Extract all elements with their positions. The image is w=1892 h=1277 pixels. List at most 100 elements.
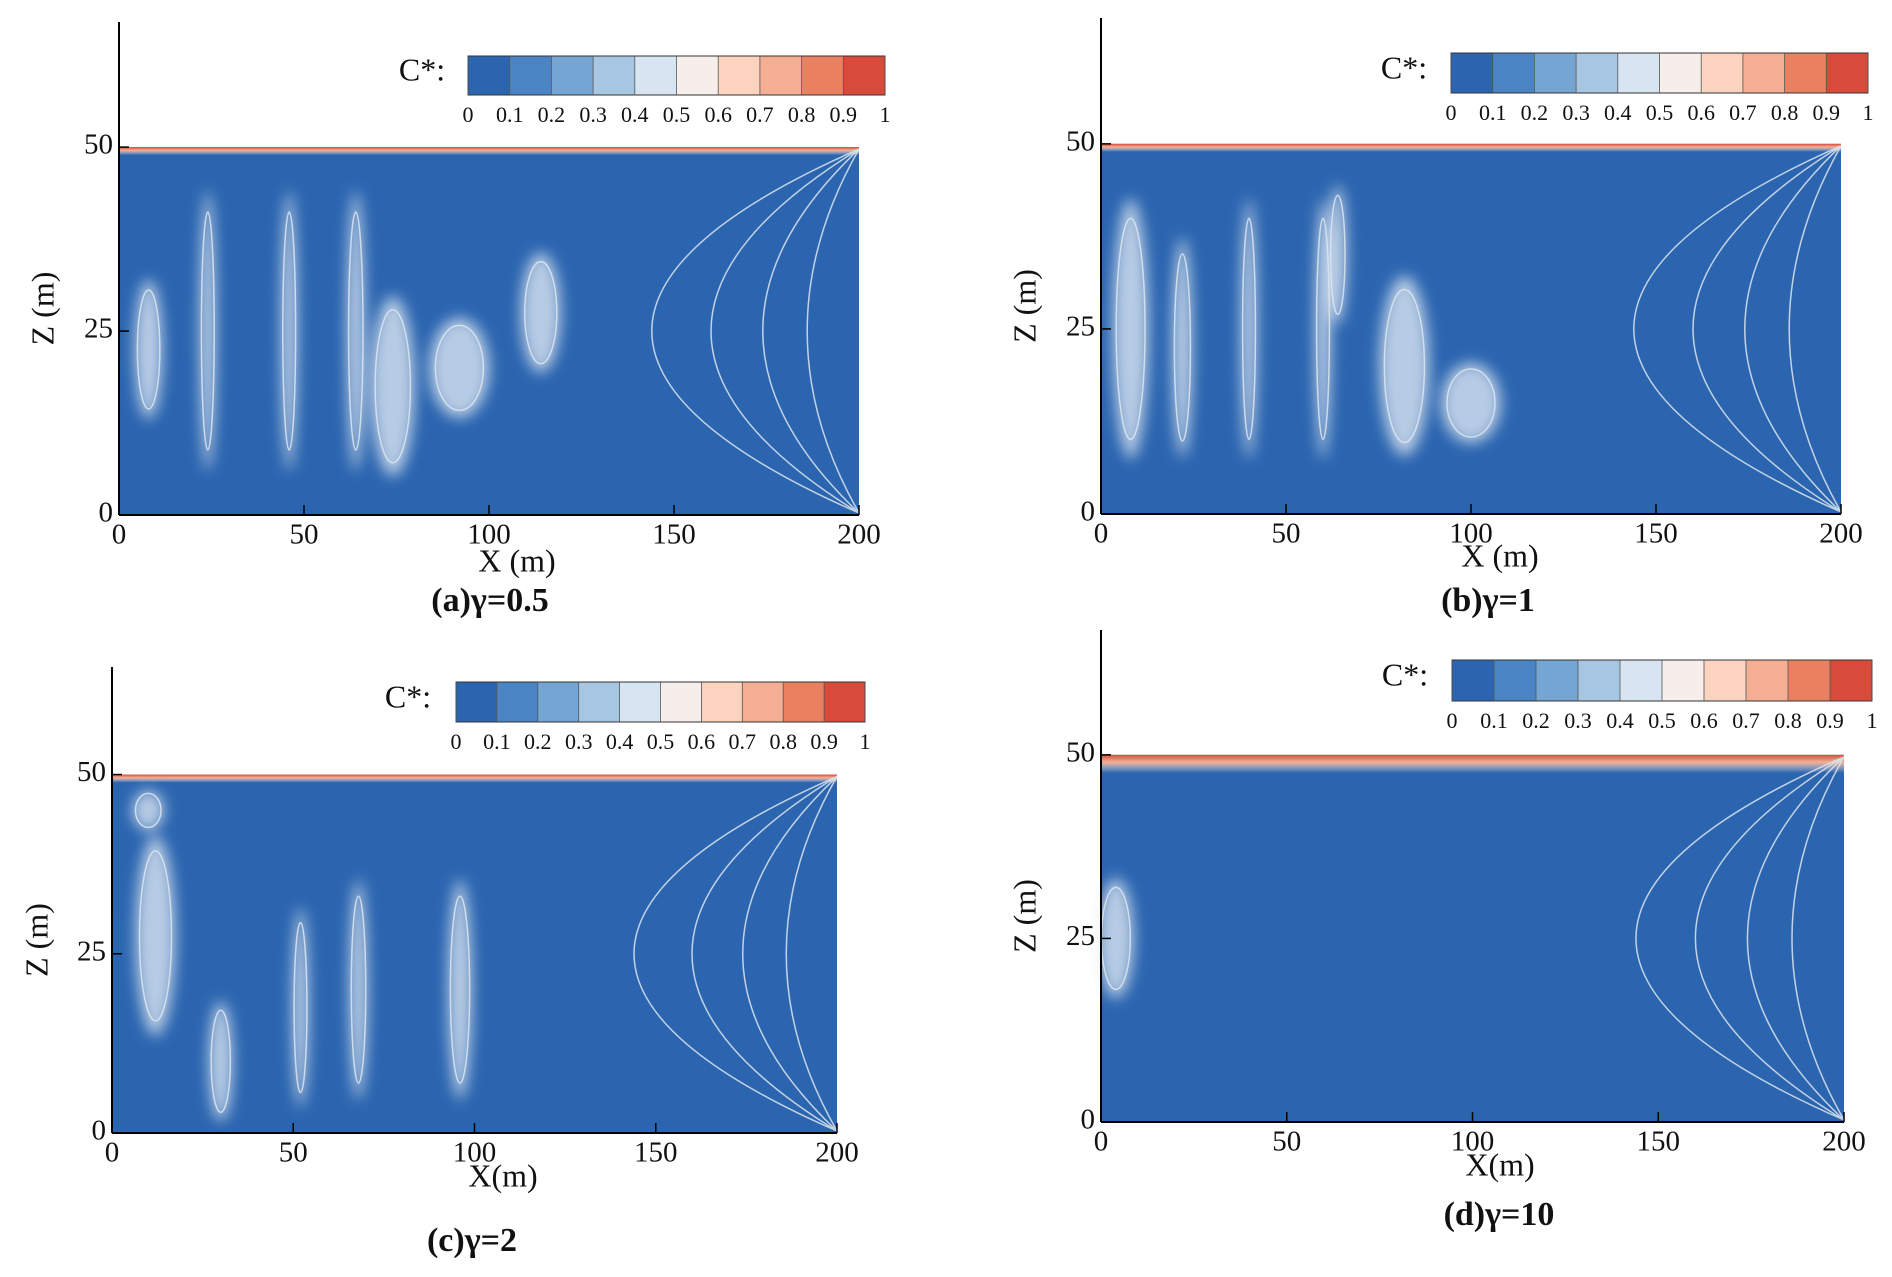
x-tick-label: 50	[290, 519, 319, 551]
streamline	[742, 775, 838, 1132]
plume	[346, 191, 365, 472]
streamlines	[136, 148, 860, 514]
y-tick-label: 25	[77, 935, 106, 967]
streamline	[1788, 145, 1842, 513]
x-tick-label: 50	[279, 1137, 308, 1169]
streamline	[1315, 217, 1331, 441]
field	[112, 774, 837, 1133]
colorbar-tick-label: 0.8	[788, 102, 816, 127]
streamline	[347, 211, 364, 451]
panel: 0 50 100 150 200 0 25 50 X(m) Z (m) (d)γ=10 0 0.1 0.2…	[1006, 630, 1878, 1233]
streamline	[374, 308, 412, 464]
colorbar-tick-label: 0.2	[1522, 708, 1550, 733]
colorbar-bin	[456, 682, 498, 722]
field-structure	[134, 191, 561, 477]
surface-layer	[119, 147, 859, 156]
colorbar-bin	[537, 682, 580, 722]
plume	[1097, 878, 1134, 999]
colorbar-bin	[634, 56, 677, 95]
colorbar-bin	[1451, 53, 1494, 93]
colorbar-tick-label: 0.2	[538, 102, 566, 127]
colorbar-tick-label: 1	[1867, 708, 1878, 733]
colorbar-tick-label: 0.3	[565, 729, 593, 754]
plume	[199, 191, 216, 472]
colorbar-bin	[551, 56, 594, 95]
y-tick-label: 0	[92, 1115, 107, 1147]
colorbar-tick-label: 0.5	[1648, 708, 1676, 733]
x-tick-label: 150	[1637, 1126, 1681, 1158]
colorbar-bin	[660, 682, 702, 722]
colorbar-tick-label: 0.5	[647, 729, 675, 754]
colorbar-tick-label: 0.4	[606, 729, 634, 754]
surface-layer	[112, 774, 837, 783]
colorbar-bin	[578, 682, 621, 722]
x-tick-label: 150	[1634, 518, 1678, 550]
streamline	[350, 895, 367, 1084]
streamline	[651, 148, 860, 514]
streamline	[1115, 217, 1146, 441]
streamline	[1173, 253, 1192, 442]
streamline	[134, 792, 162, 829]
y-tick-label: 0	[99, 497, 114, 529]
streamline	[449, 895, 471, 1084]
colorbar-tick-label: 0.9	[1813, 100, 1841, 125]
streamline	[210, 1009, 232, 1114]
colorbar-tick-label: 0	[1447, 708, 1458, 733]
caption: (a)γ=0.5	[431, 582, 548, 619]
colorbar-tick-label: 0.6	[704, 102, 732, 127]
plume	[349, 879, 368, 1100]
plume	[281, 191, 298, 472]
colorbar-bin	[1784, 53, 1827, 93]
y-axis-label: Z (m)	[24, 272, 60, 346]
x-tick-label: 200	[1819, 518, 1863, 550]
y-axis-label: Z (m)	[1006, 879, 1042, 953]
colorbar-bin	[718, 56, 761, 95]
streamline	[1694, 756, 1845, 1121]
streamline	[1744, 145, 1842, 513]
plume	[135, 835, 176, 1036]
surface-layer	[1101, 143, 1841, 152]
colorbar-tick-label: 1	[860, 729, 871, 754]
x-tick-label: 100	[467, 519, 511, 551]
streamline	[524, 260, 558, 365]
plume	[1441, 362, 1501, 443]
colorbar-bin	[1662, 660, 1705, 701]
colorbar-bin	[593, 56, 636, 95]
plume	[1379, 275, 1430, 456]
colorbar-tick-label: 0.6	[1690, 708, 1718, 733]
colorbar-tick-label: 0	[451, 729, 462, 754]
colorbar-tick-label: 0.8	[1774, 708, 1802, 733]
colorbar-tick-label: 0.1	[1480, 708, 1508, 733]
plume	[134, 279, 163, 420]
streamlines	[134, 775, 838, 1132]
streamline	[1241, 217, 1257, 441]
colorbar-tick-label: 1	[880, 102, 891, 127]
colorbar-bin	[843, 56, 886, 95]
colorbar-bin	[1659, 53, 1702, 93]
streamline	[1692, 145, 1842, 513]
streamline	[1329, 194, 1346, 316]
colorbar-tick-label: 0.6	[688, 729, 716, 754]
streamline	[806, 148, 860, 514]
plume	[208, 1001, 233, 1122]
colorbar-tick-label: 0.8	[769, 729, 797, 754]
colorbar-bin	[1617, 53, 1660, 93]
colorbar-bin	[759, 56, 803, 95]
y-tick-label: 25	[1066, 311, 1095, 343]
colorbar-bin	[1742, 53, 1786, 93]
y-axis-label: Z (m)	[18, 903, 54, 977]
plume	[448, 879, 472, 1100]
colorbar-tick-label: 0.4	[1606, 708, 1634, 733]
x-tick-label: 0	[105, 1137, 120, 1169]
x-tick-label: 200	[837, 519, 881, 551]
colorbar-tick-label: 0.8	[1771, 100, 1799, 125]
colorbar-bin	[496, 682, 539, 722]
colorbar-bin	[1576, 53, 1619, 93]
x-tick-label: 100	[1451, 1126, 1495, 1158]
field-structure	[1112, 184, 1501, 459]
streamline	[762, 148, 860, 514]
colorbar-tick-label: 0	[463, 102, 474, 127]
plume	[370, 296, 415, 477]
colorbar-tick-label: 0.5	[1646, 100, 1674, 125]
